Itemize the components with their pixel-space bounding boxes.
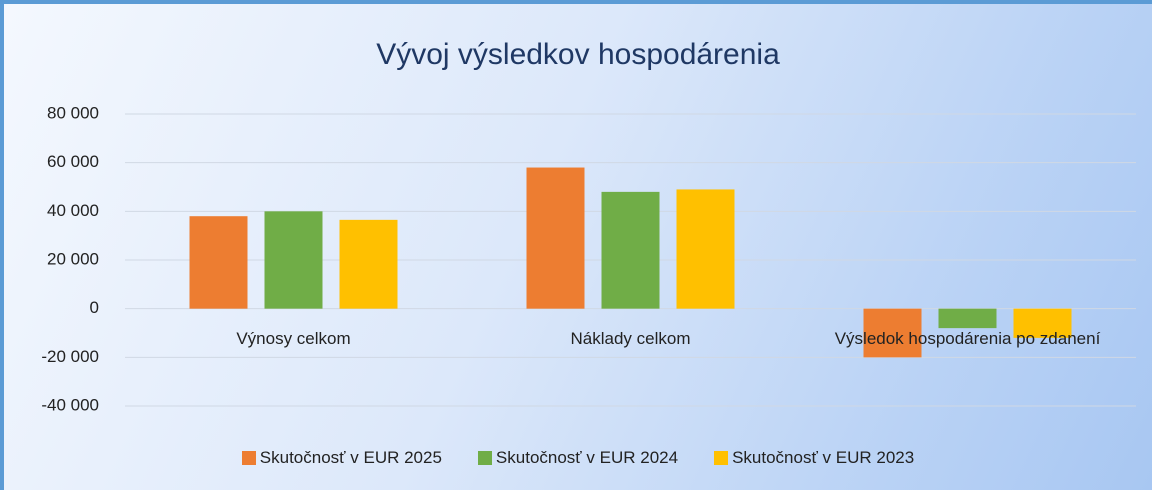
legend-item: Skutočnosť v EUR 2025 xyxy=(241,448,442,468)
bar xyxy=(1013,308,1072,338)
bar xyxy=(526,167,585,309)
y-tick-label: 20 000 xyxy=(47,249,99,268)
chart-title: Vývoj výsledkov hospodárenia xyxy=(376,38,780,71)
x-tick-label: Výnosy celkom xyxy=(236,328,351,348)
x-tick-label: Náklady celkom xyxy=(570,328,691,348)
legend-swatch xyxy=(477,451,492,465)
y-tick-label: 40 000 xyxy=(47,201,99,220)
legend-item: Skutočnosť v EUR 2023 xyxy=(714,448,914,468)
y-tick-label: 60 000 xyxy=(47,152,99,171)
legend-swatch xyxy=(714,451,729,465)
x-tick-label: Výsledok hospodárenia po zdanení xyxy=(834,328,1101,348)
bar xyxy=(601,191,660,309)
bar xyxy=(938,308,997,329)
bar xyxy=(863,308,922,358)
y-tick-label: -40 000 xyxy=(41,395,99,414)
bar xyxy=(339,219,398,309)
y-tick-label: 0 xyxy=(90,298,99,317)
legend-item: Skutočnosť v EUR 2024 xyxy=(477,448,679,468)
legend: Skutočnosť v EUR 2025 Skutočnosť v EUR 20… xyxy=(0,448,1156,468)
y-tick-label: 80 000 xyxy=(47,103,99,122)
legend-label: Skutočnosť v EUR 2024 xyxy=(495,448,679,467)
y-tick-label: -20 000 xyxy=(41,347,99,366)
bar xyxy=(189,216,248,309)
bar xyxy=(264,211,323,309)
legend-swatch xyxy=(241,451,256,465)
legend-label: Skutočnosť v EUR 2025 xyxy=(259,448,442,467)
chart: -40 000 -20 000 0 20 000 40 000 60 000 80 000 xyxy=(41,103,1136,414)
bar xyxy=(676,189,735,309)
legend-label: Skutočnosť v EUR 2023 xyxy=(732,448,915,467)
